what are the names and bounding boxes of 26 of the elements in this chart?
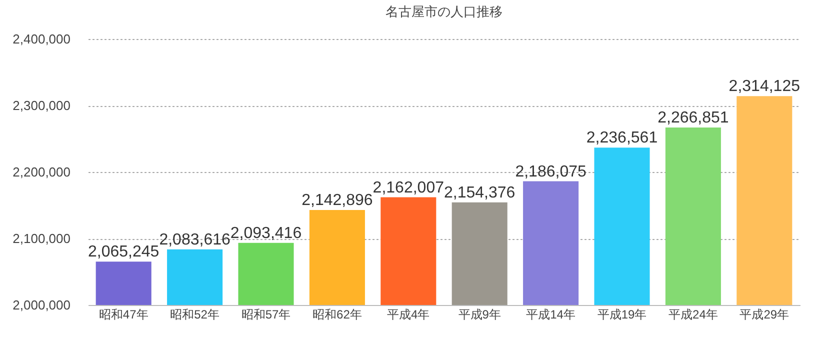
- data-label: 2,162,007: [372, 179, 444, 196]
- x-tick-label: 昭和47年: [98, 308, 148, 322]
- data-label: 2,083,616: [159, 231, 230, 248]
- x-tick-label: 平成9年: [458, 308, 501, 322]
- y-tick-label: 2,100,000: [12, 231, 70, 246]
- y-tick-label: 2,300,000: [12, 98, 70, 113]
- x-tick-label: 平成29年: [740, 308, 790, 322]
- x-tick-label: 昭和57年: [241, 308, 291, 322]
- x-tick-label: 平成19年: [597, 308, 647, 322]
- data-label: 2,186,075: [515, 163, 586, 180]
- data-label: 2,142,896: [302, 192, 373, 209]
- data-label: 2,093,416: [230, 224, 302, 242]
- x-tick-label: 平成4年: [387, 308, 430, 322]
- x-tick-label: 平成14年: [526, 308, 576, 322]
- x-tick-label: 平成24年: [668, 308, 718, 322]
- x-tick-label: 昭和52年: [170, 308, 220, 322]
- data-label: 2,154,376: [444, 184, 516, 202]
- y-tick-label: 2,000,000: [12, 298, 70, 312]
- data-label: 2,266,851: [658, 110, 729, 127]
- chart-title: 名古屋市の人口推移: [386, 4, 502, 19]
- x-tick-label: 昭和62年: [312, 308, 362, 322]
- data-label: 2,236,561: [586, 130, 658, 147]
- data-label: 2,065,245: [88, 244, 160, 261]
- y-tick-label: 2,400,000: [12, 32, 70, 46]
- y-tick-label: 2,200,000: [12, 164, 70, 180]
- data-label: 2,314,125: [728, 78, 800, 96]
